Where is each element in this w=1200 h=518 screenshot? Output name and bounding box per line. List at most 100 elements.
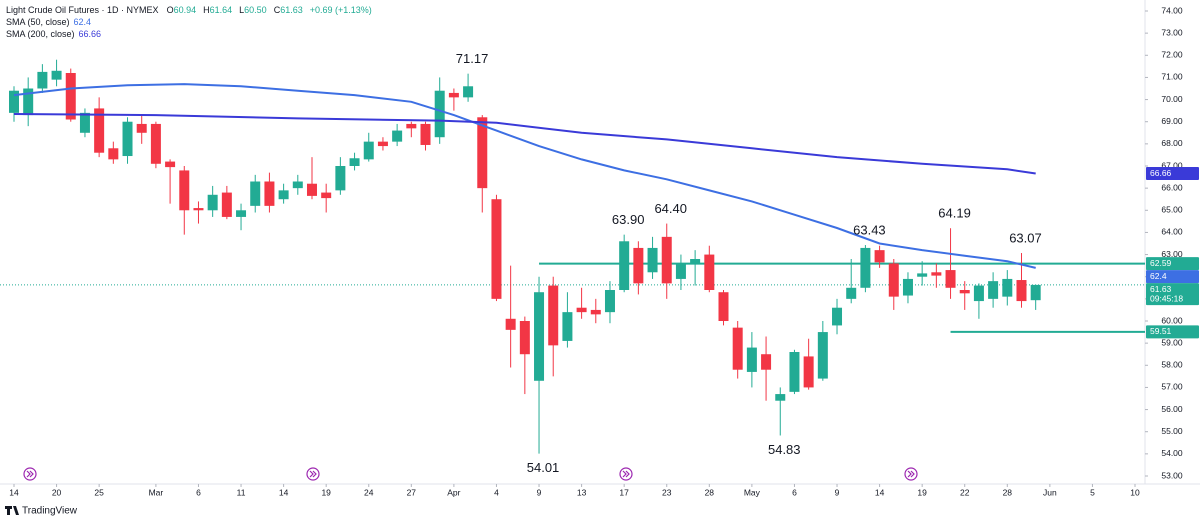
x-tick-label: 14 xyxy=(279,487,289,497)
x-tick-label: 6 xyxy=(792,487,797,497)
y-tick-label: 63.00 xyxy=(1161,249,1183,259)
candle-body xyxy=(519,321,530,355)
candle-body xyxy=(675,263,686,279)
candle-body xyxy=(647,247,658,273)
x-tick-label: 10 xyxy=(1130,487,1140,497)
price-badge-label: 61.63 xyxy=(1150,284,1172,294)
x-tick-label: 14 xyxy=(9,487,19,497)
extreme-label: 64.40 xyxy=(654,201,687,216)
candle-body xyxy=(491,199,502,299)
x-tick-label: 27 xyxy=(407,487,417,497)
x-tick-label: 28 xyxy=(1003,487,1013,497)
ohlc-key: C xyxy=(273,5,281,15)
candle-body xyxy=(590,309,601,315)
sma-line xyxy=(13,83,1036,269)
x-tick-label: 9 xyxy=(537,487,542,497)
candle-body xyxy=(23,88,34,116)
candle-body xyxy=(306,183,317,196)
ohlc-item: L60.50 xyxy=(239,4,270,16)
x-tick-label: 24 xyxy=(364,487,374,497)
candle-body xyxy=(477,117,488,189)
ohlc-value: 61.63 xyxy=(280,5,303,15)
candle-body xyxy=(150,123,161,164)
x-tick-label: 11 xyxy=(237,487,246,497)
event-arrow xyxy=(26,470,34,478)
candle-body xyxy=(562,312,573,341)
candle-body xyxy=(420,123,431,145)
candle-body xyxy=(236,210,247,217)
price-badge xyxy=(1146,270,1199,284)
candle-body xyxy=(505,318,516,330)
candle-body xyxy=(846,287,857,299)
candle-body xyxy=(803,356,814,388)
extreme-label: 63.90 xyxy=(612,212,645,227)
extreme-label: 71.17 xyxy=(456,51,489,66)
candle-body xyxy=(661,236,672,284)
x-tick-label: 19 xyxy=(917,487,927,497)
extreme-label: 54.01 xyxy=(527,460,560,475)
event-icon[interactable] xyxy=(306,467,320,481)
candle-body xyxy=(959,290,970,294)
x-tick-label: 19 xyxy=(321,487,331,497)
candle-body xyxy=(789,352,800,392)
sma-line xyxy=(13,113,1036,175)
price-badge-label: 62.59 xyxy=(1150,258,1172,268)
candle-body xyxy=(349,158,360,166)
x-tick-label: 20 xyxy=(52,487,62,497)
candle-body xyxy=(988,281,999,299)
event-icon[interactable] xyxy=(23,467,37,481)
tv-logo: TradingView xyxy=(5,506,78,517)
candle-body xyxy=(718,292,729,321)
price-badge-label: 66.66 xyxy=(1150,168,1172,178)
event-icon[interactable] xyxy=(619,467,633,481)
symbol-row: Light Crude Oil Futures · 1D · NYMEX O60… xyxy=(6,4,375,16)
candle-body xyxy=(633,247,644,284)
x-tick-label: 5 xyxy=(1090,487,1095,497)
y-tick-label: 68.00 xyxy=(1161,138,1183,148)
y-tick-label: 54.00 xyxy=(1161,448,1183,458)
candle-body xyxy=(221,192,232,217)
candle-body xyxy=(860,247,871,288)
ohlc-key: O xyxy=(166,5,174,15)
event-arrow xyxy=(907,470,915,478)
candle-body xyxy=(37,71,48,89)
candle-body xyxy=(874,250,885,263)
y-tick-label: 67.00 xyxy=(1161,160,1183,170)
ohlc-item: O60.94 xyxy=(167,4,200,16)
extreme-label: 64.19 xyxy=(938,206,971,221)
x-tick-label: Apr xyxy=(447,487,460,497)
candle-body xyxy=(761,354,772,370)
price-badge xyxy=(1146,167,1199,181)
candle-body xyxy=(463,86,474,98)
extreme-label: 54.83 xyxy=(768,442,801,457)
candle-body xyxy=(377,141,388,147)
candle-body xyxy=(165,161,176,168)
ohlc-item: C61.63 xyxy=(274,4,306,16)
ohlc-item: H61.64 xyxy=(203,4,235,16)
countdown: 09:45:18 xyxy=(1150,293,1183,303)
x-tick-label: 22 xyxy=(960,487,970,497)
candle-body xyxy=(94,108,105,153)
y-tick-label: 74.00 xyxy=(1161,5,1183,15)
y-tick-label: 72.00 xyxy=(1161,50,1183,60)
ohlc-key: H xyxy=(203,5,210,15)
candle-body xyxy=(534,292,545,381)
event-icon[interactable] xyxy=(904,467,918,481)
candle-body xyxy=(363,141,374,160)
plot xyxy=(9,59,1041,454)
candle-body xyxy=(704,254,715,290)
candle-body xyxy=(775,394,786,401)
y-tick-label: 59.00 xyxy=(1161,337,1183,347)
candle-body xyxy=(1030,284,1041,301)
candle-body xyxy=(108,148,119,160)
candle-body xyxy=(179,170,190,211)
extreme-label: 63.43 xyxy=(853,222,886,237)
x-tick-label: 25 xyxy=(94,487,104,497)
y-tick-label: 69.00 xyxy=(1161,116,1183,126)
x-tick-label: 14 xyxy=(875,487,885,497)
candle-body xyxy=(434,90,445,138)
y-tick-label: 64.00 xyxy=(1161,227,1183,237)
y-tick-label: 57.00 xyxy=(1161,382,1183,392)
sma-name: SMA (200, close) xyxy=(6,29,75,39)
